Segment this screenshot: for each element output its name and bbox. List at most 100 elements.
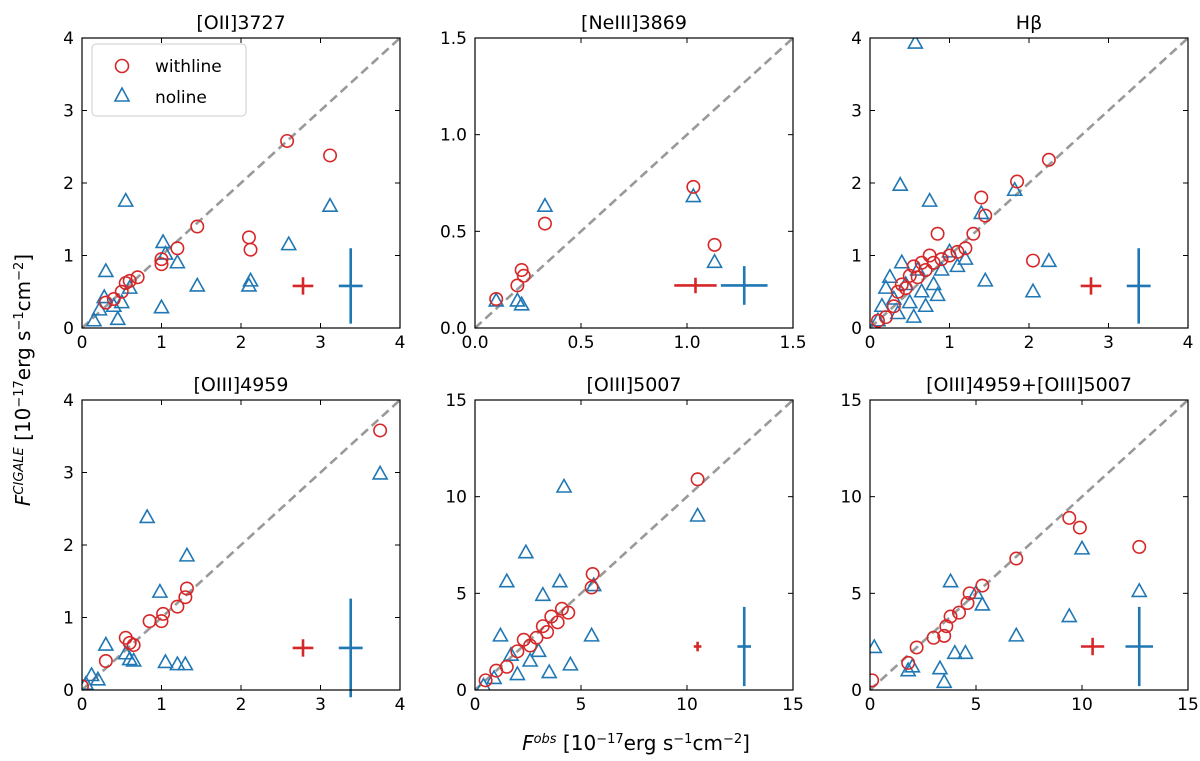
y-tick-label: 2 xyxy=(63,536,74,556)
withline-point xyxy=(958,241,973,256)
noline-point xyxy=(870,638,883,654)
withline-point xyxy=(241,230,256,245)
withline-point xyxy=(243,242,258,257)
x-axis-label: Fobs [10−17erg s−1cm−2] xyxy=(522,731,750,755)
noline-point xyxy=(899,661,917,677)
noline-point xyxy=(498,572,516,588)
withline-point xyxy=(870,313,885,328)
legend: withline noline xyxy=(91,43,247,117)
y-tick-label: 0.5 xyxy=(440,222,467,242)
withline-error-bar xyxy=(292,277,314,295)
data-points xyxy=(487,179,723,311)
noline-point xyxy=(877,278,895,294)
data-points xyxy=(85,133,339,327)
panel-title: [OIII]5007 xyxy=(587,374,682,396)
noline-error-bar xyxy=(1126,248,1151,324)
noline-point xyxy=(925,275,942,291)
withline-point xyxy=(499,659,514,674)
x-tick-label: 2 xyxy=(236,333,247,353)
panel-title: [OIII]4959 xyxy=(194,374,289,396)
withline-point xyxy=(942,248,957,263)
panel-title: [OII]3727 xyxy=(196,12,285,34)
noline-point xyxy=(917,297,935,313)
x-axis-label-units-b: cm xyxy=(692,731,722,755)
x-tick-label: 0 xyxy=(470,695,481,715)
y-tick-label: 4 xyxy=(63,29,74,49)
panel-3: Hβ 0 1 2 3 4 0 1 2 3 4 xyxy=(851,12,1193,353)
withline-point xyxy=(154,614,169,629)
noline-point xyxy=(89,670,107,686)
x-axis-label-units-exp2: −2 xyxy=(723,732,742,747)
noline-point xyxy=(946,644,964,660)
noline-point xyxy=(1060,607,1078,623)
withline-point xyxy=(934,252,949,267)
withline-point xyxy=(1072,520,1087,535)
y-tick-label: 0 xyxy=(63,319,74,339)
noline-point xyxy=(492,626,509,642)
y-tick-label: 1.5 xyxy=(440,29,467,49)
y-axis-label-units-exp2: −2 xyxy=(12,262,27,281)
noline-point xyxy=(121,650,139,666)
y-tick-label: 15 xyxy=(840,391,862,411)
x-tick-label: 1 xyxy=(944,333,955,353)
y-tick-label: 0.0 xyxy=(440,319,467,339)
noline-point xyxy=(976,271,994,287)
noline-point xyxy=(905,307,923,323)
noline-point xyxy=(901,293,919,309)
withline-point xyxy=(1132,539,1147,554)
x-tick-label: 3 xyxy=(315,333,326,353)
y-tick-label: 5 xyxy=(456,584,467,604)
withline-point xyxy=(373,423,388,438)
noline-point xyxy=(972,204,990,220)
withline-point xyxy=(878,310,893,325)
withline-point xyxy=(126,638,141,653)
withline-point xyxy=(910,270,925,285)
withline-point xyxy=(585,566,600,581)
y-tick-label: 1 xyxy=(851,247,862,267)
x-axis-label-units-a: erg s xyxy=(624,731,674,755)
noline-point xyxy=(957,644,974,660)
data-points xyxy=(870,510,1148,689)
y-tick-label: 0 xyxy=(851,319,862,339)
noline-point xyxy=(85,311,103,327)
withline-point xyxy=(561,605,576,620)
y-tick-label: 0 xyxy=(63,681,74,701)
legend-label-withline: withline xyxy=(155,57,222,77)
withline-point xyxy=(1009,551,1024,566)
noline-point xyxy=(97,635,115,651)
legend-marker-withline xyxy=(114,58,130,74)
withline-point xyxy=(922,248,937,263)
withline-point xyxy=(178,590,193,605)
x-tick-label: 4 xyxy=(1183,333,1194,353)
withline-point xyxy=(529,630,544,645)
withline-point xyxy=(898,281,913,296)
legend-frame xyxy=(91,43,247,117)
noline-point xyxy=(583,626,600,642)
y-tick-label: 10 xyxy=(445,488,467,508)
y-tick-label: 3 xyxy=(63,464,74,484)
noline-point xyxy=(178,546,196,562)
noline-point xyxy=(949,257,966,273)
panels-group: [OII]3727 0 1 2 3 4 0 1 2 3 4 [NeIII]3869 0.0 0.5 1.0 1… xyxy=(63,12,1199,715)
withline-point xyxy=(943,609,958,624)
x-axis-label-exp: −17 xyxy=(596,732,623,747)
x-tick-label: 10 xyxy=(1071,695,1093,715)
withline-point xyxy=(894,277,909,292)
withline-error-bar xyxy=(292,639,314,657)
withline-point xyxy=(154,257,169,272)
axes-frame xyxy=(474,37,794,329)
y-tick-label: 4 xyxy=(63,391,74,411)
x-tick-label: 0 xyxy=(865,695,876,715)
legend-marker-noline xyxy=(113,86,131,102)
withline-error-bar xyxy=(1080,637,1105,656)
withline-point xyxy=(975,578,990,593)
panel-5: [OIII]5007 0 5 10 15 0 5 10 15 xyxy=(445,374,803,715)
y-axis-label-symbol: F xyxy=(11,494,35,506)
withline-point xyxy=(978,208,993,223)
panel-6: [OIII]4959+[OIII]5007 0 5 10 15 0 5 10 15 xyxy=(840,374,1198,715)
withline-point xyxy=(930,226,945,241)
panel-title: Hβ xyxy=(1016,12,1042,34)
panel-title: [NeIII]3869 xyxy=(581,12,687,34)
noline-point xyxy=(521,651,539,667)
